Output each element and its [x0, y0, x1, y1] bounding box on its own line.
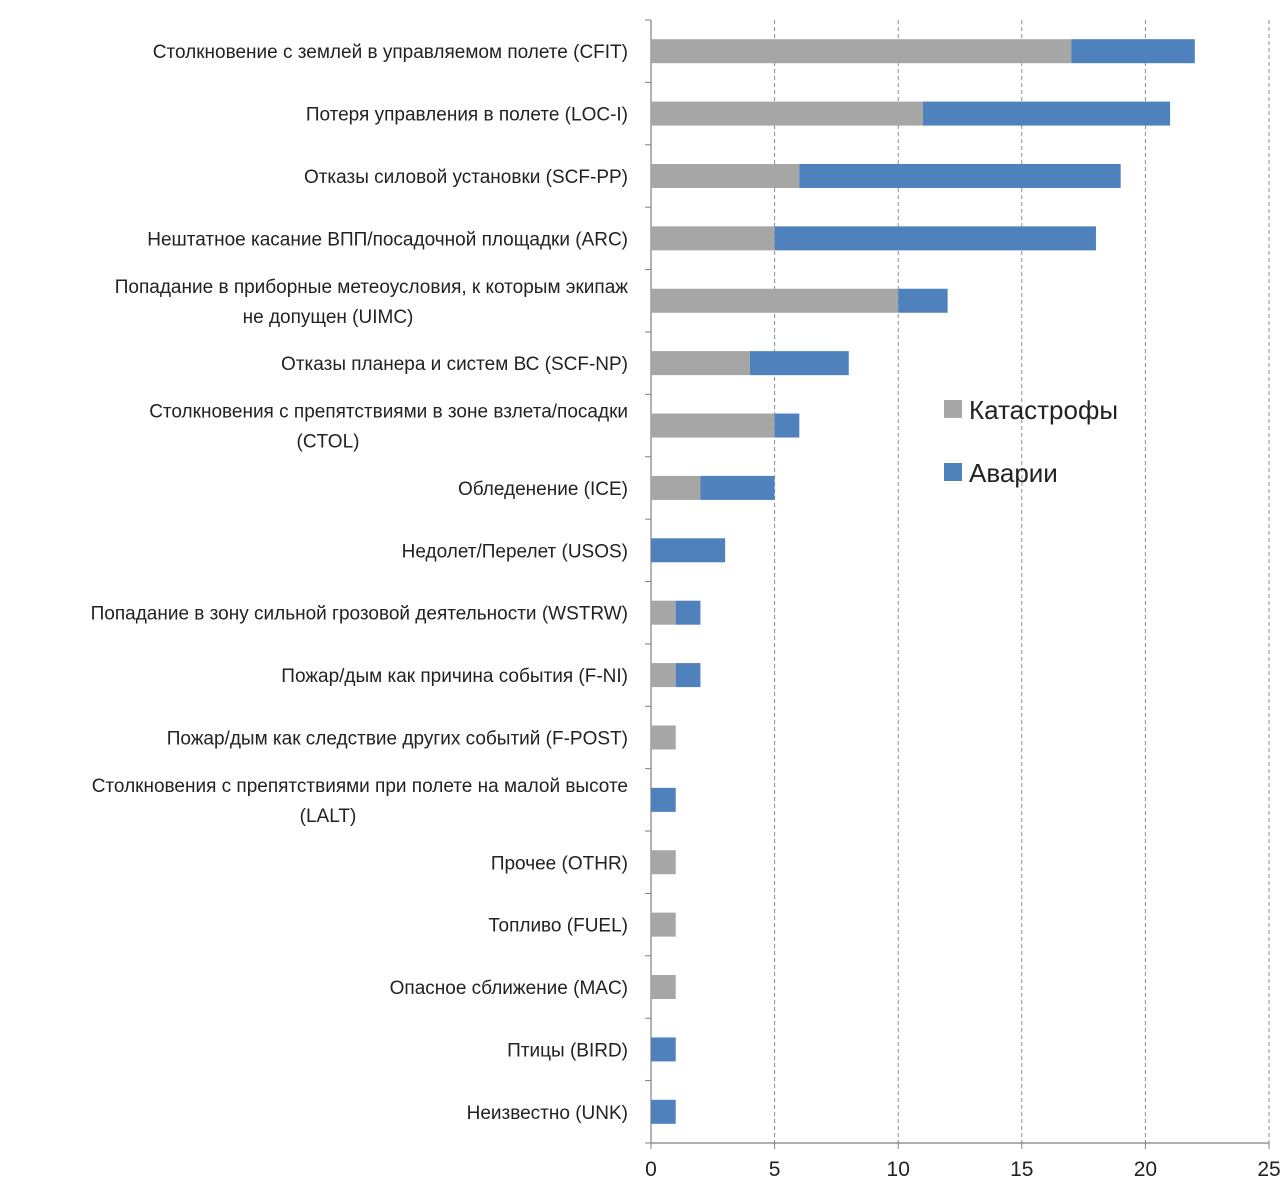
- category-label: (CTOL): [297, 432, 360, 453]
- bar-accidents: [799, 163, 1121, 188]
- category-label: Топливо (FUEL): [488, 916, 628, 937]
- bar-catastrophes: [651, 413, 775, 438]
- x-tick-label: 20: [1134, 1158, 1157, 1181]
- bar-accidents: [651, 538, 726, 563]
- category-label: Прочее (OTHR): [491, 853, 628, 874]
- category-label: Пожар/дым как причина события (F-NI): [281, 666, 628, 687]
- category-label: Попадание в приборные метеоусловия, к ко…: [115, 277, 629, 298]
- legend-swatch: [944, 463, 962, 481]
- category-label: Столкновение с землей в управляемом поле…: [153, 42, 628, 63]
- bar-accidents: [651, 1037, 676, 1062]
- category-label: Попадание в зону сильной грозовой деятел…: [91, 604, 628, 625]
- category-label: Столкновения с препятствиями в зоне взле…: [149, 402, 628, 423]
- category-label: Обледенение (ICE): [458, 479, 628, 500]
- category-label: не допущен (UIMC): [243, 307, 414, 328]
- bar-catastrophes: [651, 101, 923, 126]
- x-tick-label: 15: [1010, 1158, 1033, 1181]
- category-label: Недолет/Перелет (USOS): [402, 541, 628, 562]
- bar-catastrophes: [651, 725, 676, 750]
- category-label: Столкновения с препятствиями при полете …: [92, 776, 628, 797]
- bar-catastrophes: [651, 975, 676, 1000]
- bar-accidents: [774, 226, 1096, 251]
- category-label: Опасное сближение (MAC): [390, 978, 628, 999]
- legend-label: Аварии: [969, 458, 1058, 488]
- category-label: (LALT): [300, 806, 357, 827]
- bar-catastrophes: [651, 912, 676, 937]
- category-label: Пожар/дым как следствие других событий (…: [167, 728, 628, 749]
- bar-catastrophes: [651, 663, 676, 688]
- bar-catastrophes: [651, 475, 701, 500]
- bar-catastrophes: [651, 600, 676, 625]
- category-label: Отказы планера и систем ВС (SCF-NP): [281, 354, 628, 375]
- bar-catastrophes: [651, 351, 750, 376]
- bar-catastrophes: [651, 39, 1072, 64]
- bar-accidents: [675, 663, 701, 688]
- category-label: Потеря управления в полете (LOC-I): [306, 105, 628, 126]
- x-tick-label: 5: [769, 1158, 781, 1181]
- bar-accidents: [651, 787, 676, 812]
- category-label: Нештатное касание ВПП/посадочной площадк…: [147, 229, 628, 250]
- bar-accidents: [675, 600, 701, 625]
- bar-catastrophes: [651, 163, 800, 188]
- legend-swatch: [944, 400, 962, 418]
- legend-label: Катастрофы: [969, 395, 1118, 425]
- bar-accidents: [898, 288, 948, 313]
- category-label: Птицы (BIRD): [507, 1040, 628, 1061]
- bar-accidents: [749, 351, 849, 376]
- bar-catastrophes: [651, 226, 775, 251]
- bar-accidents: [651, 1099, 676, 1124]
- bar-accidents: [922, 101, 1171, 126]
- x-tick-label: 10: [887, 1158, 910, 1181]
- bar-accidents: [1071, 39, 1195, 64]
- category-label: Неизвестно (UNK): [467, 1103, 628, 1124]
- bar-catastrophes: [651, 850, 676, 875]
- x-tick-label: 25: [1257, 1158, 1280, 1181]
- bar-catastrophes: [651, 288, 899, 313]
- x-tick-label: 0: [645, 1158, 657, 1181]
- bar-accidents: [774, 413, 800, 438]
- category-label: Отказы силовой установки (SCF-PP): [304, 167, 628, 188]
- bar-accidents: [700, 475, 775, 500]
